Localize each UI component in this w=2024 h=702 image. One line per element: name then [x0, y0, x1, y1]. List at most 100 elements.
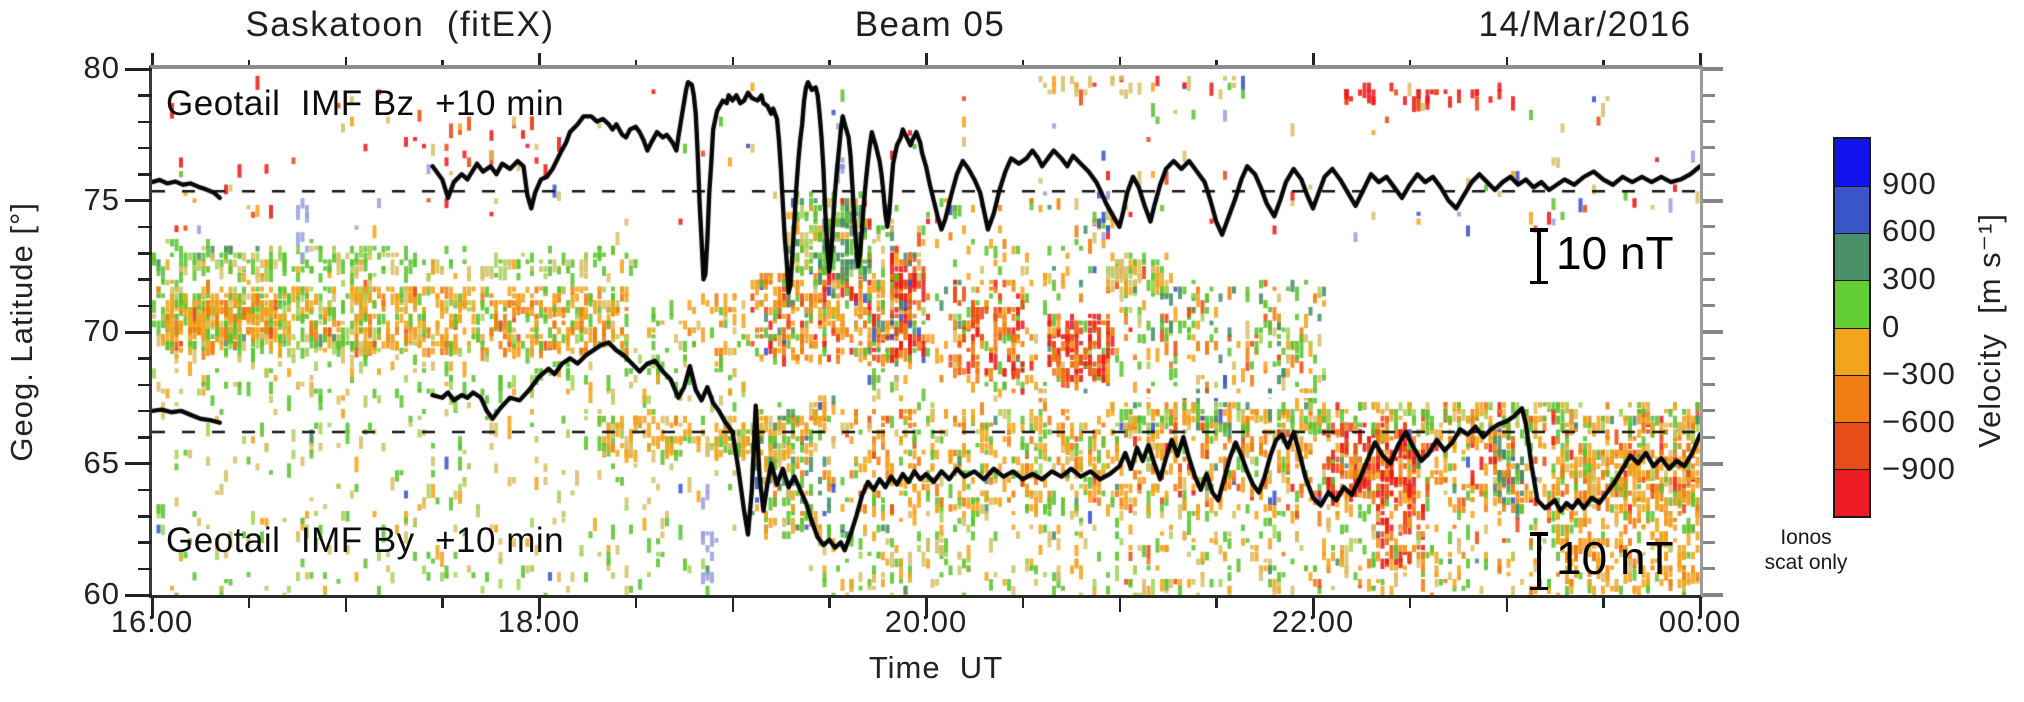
- x-minor-tick-top: [731, 57, 734, 65]
- y-minor-tick: [138, 488, 152, 492]
- y-axis-title: Geog. Latitude [°]: [4, 202, 39, 462]
- annotation-imf-bz: Geotail IMF Bz +10 min: [166, 84, 565, 123]
- velocity-colorbar: [1833, 137, 1871, 518]
- x-minor-tick-top: [344, 57, 347, 65]
- y-minor-tick-right: [1703, 120, 1715, 124]
- y-minor-tick: [138, 304, 152, 308]
- y-minor-tick: [138, 541, 152, 544]
- y-major-tick: [125, 199, 152, 202]
- x-axis-title: Time UT: [868, 650, 1004, 685]
- y-major-tick-right: [1703, 461, 1723, 466]
- plot-area: Geotail IMF Bz +10 min Geotail IMF By +1…: [149, 65, 1703, 598]
- x-major-tick-top: [924, 53, 928, 65]
- y-minor-tick: [138, 278, 152, 281]
- colorbar-swatch: [1835, 468, 1869, 516]
- x-minor-tick: [828, 598, 831, 608]
- x-minor-tick: [1021, 598, 1025, 608]
- y-major-tick: [125, 462, 152, 465]
- y-minor-tick-right: [1703, 172, 1715, 176]
- x-major-tick: [1698, 598, 1702, 618]
- colorbar-tick-label: −900: [1882, 451, 1956, 487]
- y-major-tick: [125, 330, 152, 334]
- colorbar-footnote: Ionos scat only: [1732, 525, 1880, 575]
- y-minor-tick-right: [1703, 146, 1715, 150]
- date-title: 14/Mar/2016: [1478, 5, 1692, 44]
- x-minor-tick-top: [1408, 60, 1412, 65]
- y-major-tick-right: [1703, 330, 1723, 334]
- x-minor-tick-top: [247, 60, 251, 65]
- x-minor-tick: [1408, 598, 1412, 608]
- x-tick-label: 20:00: [884, 604, 968, 639]
- x-minor-tick-top: [1215, 60, 1218, 65]
- scale-bar-lower: [1530, 532, 1547, 590]
- colorbar-swatch: [1835, 327, 1869, 375]
- x-minor-tick: [731, 598, 734, 612]
- colorbar-swatch: [1835, 139, 1869, 187]
- y-minor-tick: [138, 357, 152, 360]
- y-tick-label: 80: [83, 50, 120, 85]
- colorbar-tick-label: −300: [1882, 356, 1956, 392]
- colorbar-tick-label: 0: [1882, 308, 1901, 344]
- y-minor-tick-right: [1703, 251, 1715, 255]
- y-minor-tick-right: [1703, 514, 1715, 518]
- y-major-tick-right: [1703, 593, 1723, 597]
- y-minor-tick-right: [1703, 93, 1715, 97]
- x-major-tick: [924, 598, 928, 618]
- y-tick-label: 70: [83, 313, 120, 348]
- y-minor-tick: [138, 515, 152, 518]
- y-minor-tick-right: [1703, 435, 1715, 439]
- x-minor-tick: [441, 598, 444, 608]
- colorbar-swatch: [1835, 421, 1869, 469]
- y-minor-tick-right: [1703, 567, 1715, 571]
- y-minor-tick-right: [1703, 277, 1715, 281]
- y-minor-tick: [138, 225, 152, 229]
- x-minor-tick: [344, 598, 347, 612]
- y-minor-tick-right: [1703, 540, 1715, 544]
- colorbar-swatch: [1835, 374, 1869, 422]
- y-minor-tick-right: [1703, 409, 1715, 413]
- y-tick-label: 65: [83, 444, 120, 480]
- rti-velocity-canvas: [152, 69, 1700, 595]
- x-major-tick: [150, 598, 154, 618]
- colorbar-footnote-line1: Ionos: [1780, 526, 1832, 549]
- y-major-tick: [125, 593, 152, 597]
- y-minor-tick-right: [1703, 356, 1715, 360]
- y-minor-tick: [138, 567, 152, 571]
- y-minor-tick-right: [1703, 304, 1715, 308]
- y-minor-tick: [138, 383, 152, 387]
- x-minor-tick: [634, 598, 638, 608]
- x-major-tick-top: [1698, 53, 1702, 65]
- scale-bar-upper-label: 10 nT: [1556, 227, 1674, 279]
- x-tick-label: 18:00: [497, 604, 581, 639]
- colorbar-title: Velocity [m s⁻¹]: [1972, 212, 2007, 448]
- x-minor-tick-top: [441, 60, 444, 65]
- y-minor-tick-right: [1703, 225, 1715, 229]
- y-minor-tick: [138, 436, 152, 439]
- colorbar-tick-label: 900: [1882, 165, 1937, 201]
- y-minor-tick: [138, 120, 152, 124]
- x-minor-tick: [1602, 598, 1605, 608]
- x-major-tick-top: [537, 53, 541, 65]
- y-minor-tick-right: [1703, 488, 1715, 492]
- x-major-tick: [1311, 598, 1315, 618]
- colorbar-swatch: [1835, 233, 1869, 281]
- x-major-tick-top: [1311, 53, 1315, 65]
- colorbar-swatch: [1835, 186, 1869, 234]
- x-minor-tick-top: [1118, 57, 1121, 65]
- station-title: Saskatoon (fitEX): [245, 5, 555, 44]
- colorbar-swatch: [1835, 280, 1869, 328]
- y-minor-tick-right: [1703, 383, 1715, 387]
- beam-title: Beam 05: [854, 5, 1006, 44]
- colorbar-footnote-line2: scat only: [1764, 551, 1848, 574]
- x-minor-tick: [1118, 598, 1121, 612]
- x-major-tick: [537, 598, 541, 618]
- x-tick-label: 22:00: [1271, 604, 1355, 639]
- x-minor-tick-top: [1021, 60, 1025, 65]
- x-tick-label: 16:00: [110, 604, 194, 639]
- y-major-tick-right: [1703, 198, 1723, 203]
- colorbar-tick-label: 600: [1882, 213, 1937, 249]
- x-tick-label: 00:00: [1658, 604, 1742, 639]
- y-tick-label: 75: [83, 181, 120, 217]
- x-major-tick-top: [150, 53, 154, 65]
